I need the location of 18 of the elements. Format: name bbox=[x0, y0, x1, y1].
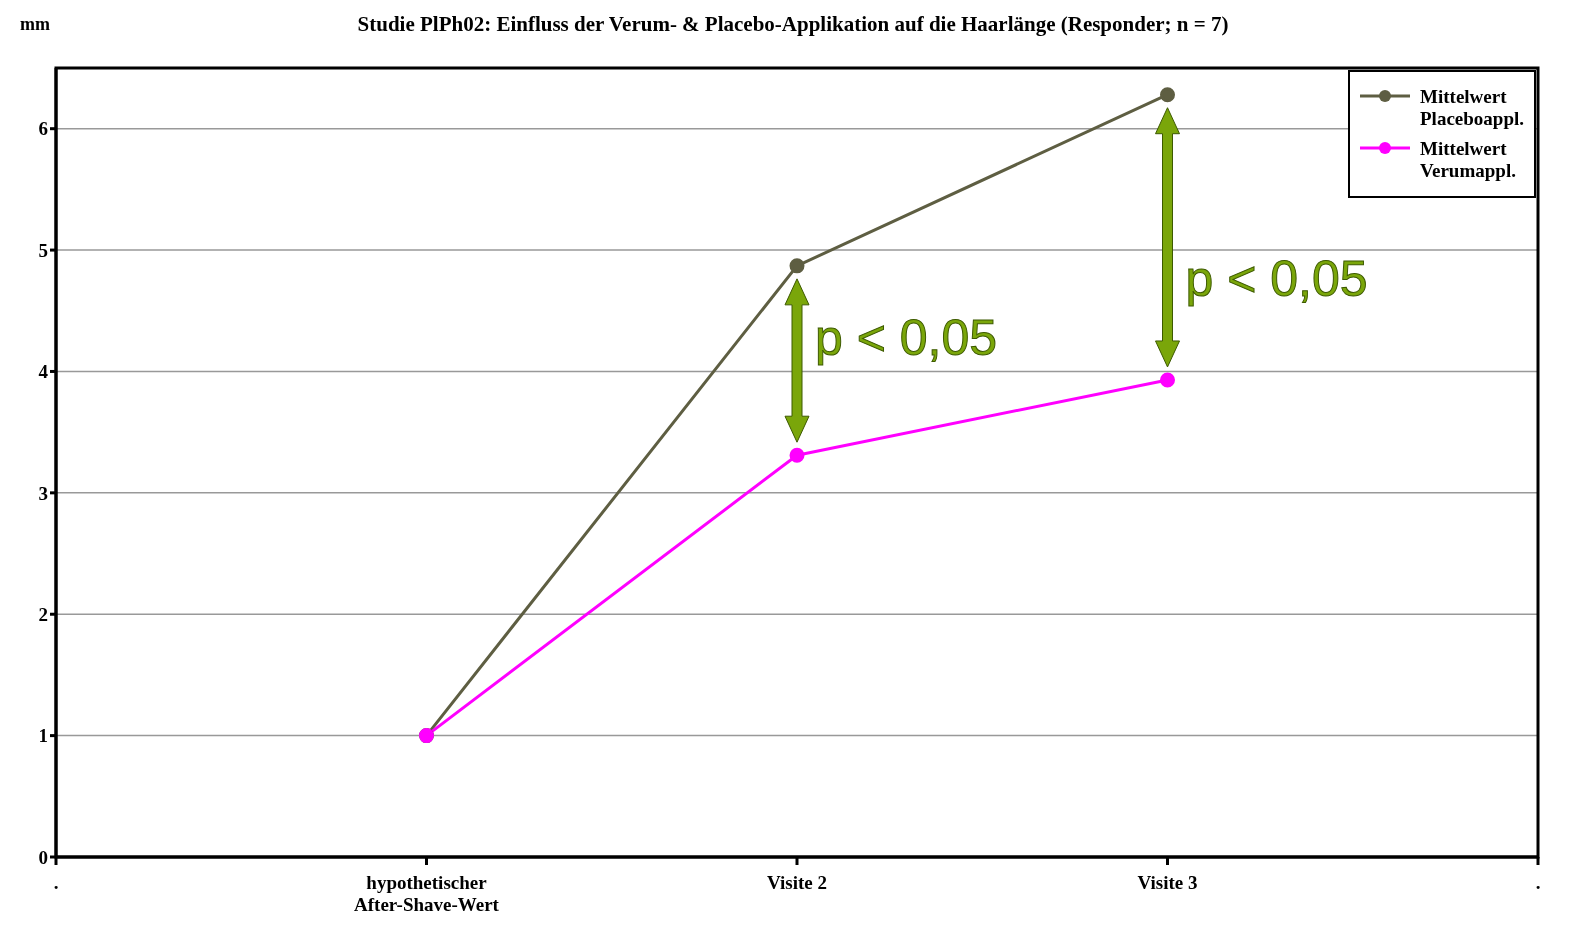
y-tick-label: 6 bbox=[38, 118, 48, 140]
legend-label: Mittelwert Verumappl. bbox=[1420, 138, 1516, 182]
legend-label: Mittelwert Placeboappl. bbox=[1420, 86, 1524, 130]
y-tick-label: 4 bbox=[38, 361, 49, 383]
y-tick-label: 2 bbox=[38, 603, 48, 625]
y-tick-label: 3 bbox=[38, 482, 48, 504]
y-tick-label: 1 bbox=[38, 725, 48, 747]
chart-title: Studie PlPh02: Einfluss der Verum- & Placebo-Applikation auf die Haarlänge (Responder; n = 7) bbox=[357, 12, 1229, 36]
x-tick-label: hypothetischer After-Shave-Wert bbox=[354, 872, 500, 915]
annotation: p < 0,05 bbox=[1185, 251, 1368, 308]
x-tick-label: . bbox=[53, 872, 59, 893]
x-tick-label: . bbox=[1535, 872, 1541, 893]
y-axis-title: mm bbox=[20, 14, 50, 35]
y-tick-label: 5 bbox=[38, 239, 48, 261]
x-tick-label: Visite 2 bbox=[767, 872, 827, 893]
y-tick-label: 0 bbox=[38, 846, 48, 868]
x-tick-label: Visite 3 bbox=[1137, 872, 1198, 893]
annotation: p < 0,05 bbox=[815, 309, 998, 366]
